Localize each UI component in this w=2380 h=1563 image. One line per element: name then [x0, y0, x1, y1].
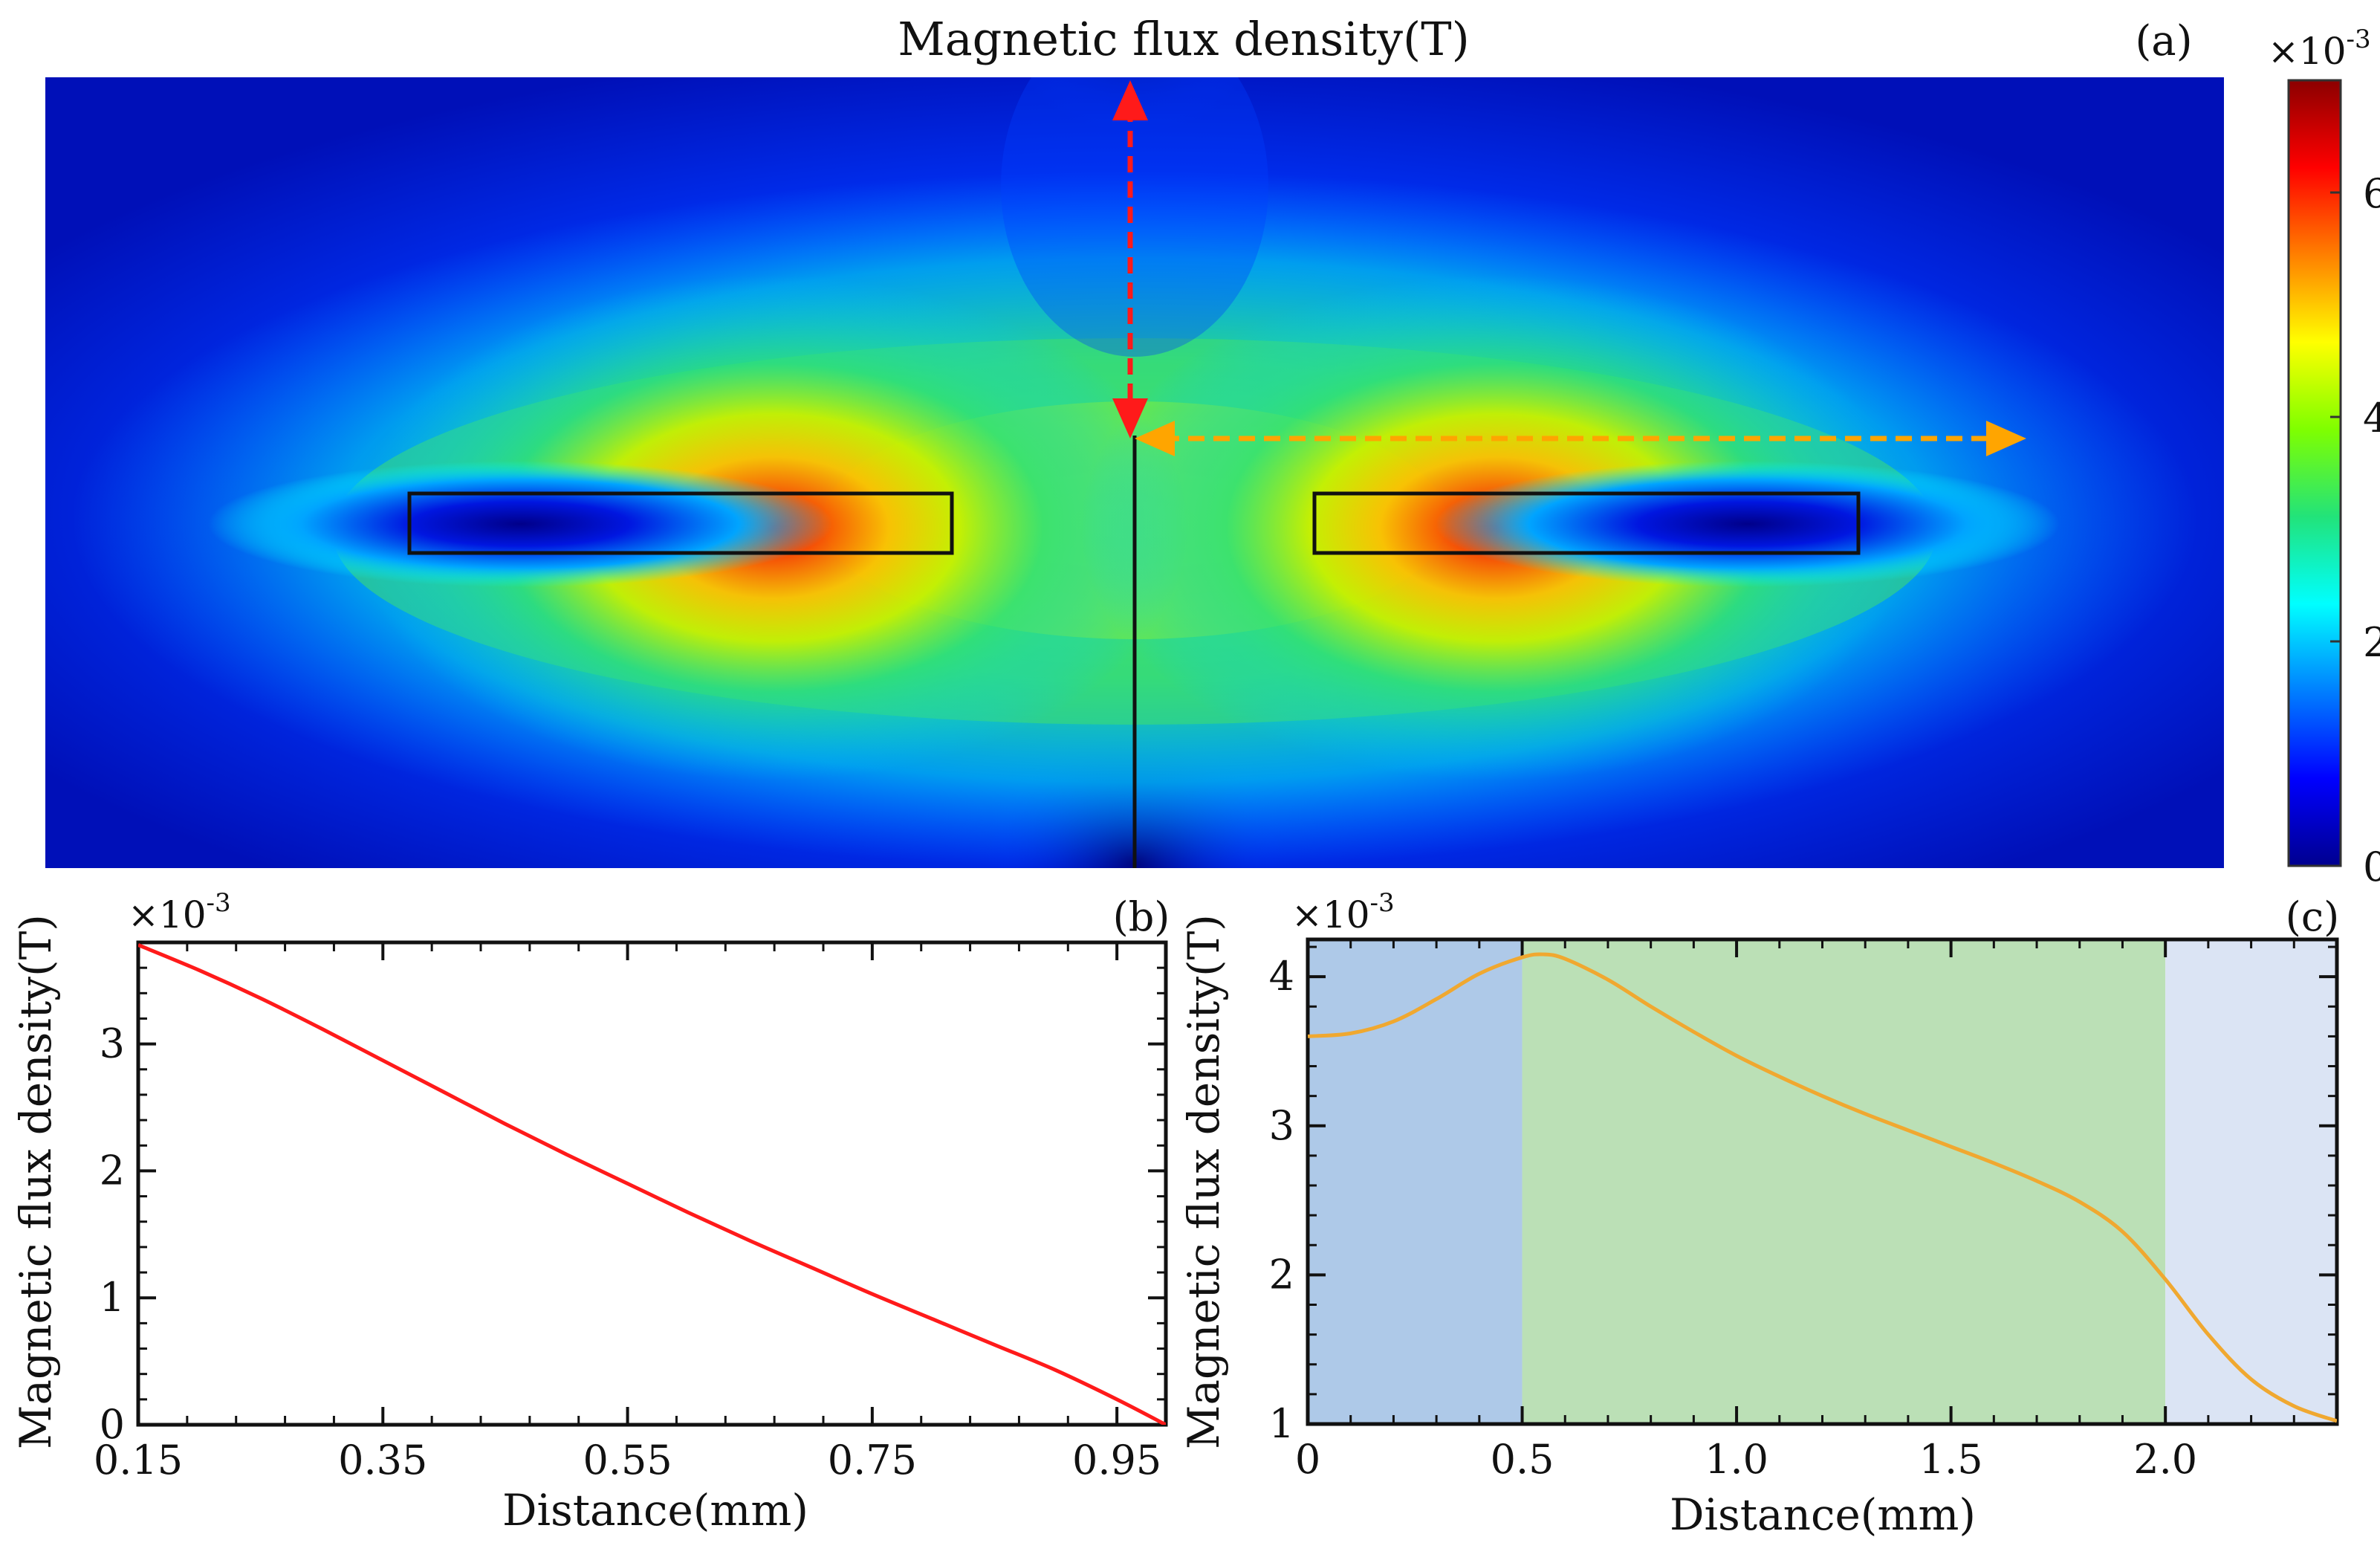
panel-b-multiplier-base: ×10: [128, 893, 207, 936]
panel-c-xtick-label: 0: [1295, 1436, 1320, 1483]
panel-c-multiplier-exp: -3: [1370, 888, 1395, 918]
panel-c-xtick-label: 1.0: [1705, 1436, 1768, 1483]
panel-c-multiplier-base: ×10: [1291, 893, 1370, 936]
panel-c-xtick-label: 0.5: [1491, 1436, 1554, 1483]
panel-b-multiplier: ×10-3: [128, 888, 231, 936]
panel-c-xlabel: Distance(mm): [1670, 1489, 1976, 1540]
colorbar-tick-label: 6: [2363, 170, 2380, 217]
panel-c-series-line: [1308, 952, 2337, 1423]
left-coil-outline: [407, 491, 954, 555]
panel-b-line-chart: 0.15 0.35 0.55 0.75 0.95 0 1 2 3 (b) ×10-3 Dista…: [10, 888, 1170, 1536]
panel-c-multiplier: ×10-3: [1291, 888, 1395, 936]
vertical-cut-arrow-top: [1112, 80, 1148, 120]
heatmap-title: Magnetic flux density(T): [898, 12, 1470, 66]
panel-b-ytick-label: 3: [100, 1020, 125, 1067]
panel-c-xtick-label: 2.0: [2133, 1436, 2197, 1483]
colorbar-multiplier: ×10-3: [2268, 25, 2371, 73]
panel-c-ytick-label: 3: [1269, 1102, 1294, 1149]
panel-b-xtick-label: 0.35: [338, 1437, 427, 1483]
panel-c-ytick-label: 1: [1269, 1400, 1294, 1447]
panel-b-series-line: [138, 943, 1166, 1425]
region-inner: [1308, 939, 1523, 1424]
horizontal-cut-arrow-left: [1135, 421, 1175, 456]
panel-a-label: (a): [2135, 17, 2192, 65]
panel-b-ylabel: Magnetic flux density(T): [10, 914, 61, 1449]
panel-c-regions: [1308, 939, 2337, 1424]
panel-c-label: (c): [2286, 893, 2339, 940]
panel-b-ytick-label: 2: [100, 1147, 125, 1194]
panel-c-ytick-label: 2: [1269, 1251, 1294, 1298]
panel-b-xtick-label: 0.15: [94, 1437, 183, 1483]
panel-c-ticks: 0 0.5 1.0 1.5 2.0 1 2 3 4: [1269, 939, 2338, 1483]
colorbar-ticks: 0 2 4 6: [2330, 170, 2380, 890]
vertical-cut-arrow-bottom: [1112, 398, 1148, 439]
colorbar-multiplier-exp: -3: [2347, 25, 2371, 54]
colorbar-multiplier-base: ×10: [2268, 30, 2347, 73]
panel-c-ytick-label: 4: [1269, 953, 1294, 1000]
panel-c-ylabel: Magnetic flux density(T): [1178, 914, 1229, 1449]
panel-b-ytick-label: 1: [100, 1274, 125, 1321]
region-outer: [2165, 939, 2337, 1424]
panel-b-multiplier-exp: -3: [207, 888, 231, 918]
panel-b-ytick-label: 0: [100, 1401, 125, 1448]
colorbar-tick-label: 4: [2363, 395, 2380, 441]
panel-b-xtick-label: 0.55: [583, 1437, 672, 1483]
colorbar-tick-label: 2: [2363, 619, 2380, 666]
panel-b-label: (b): [1113, 893, 1170, 940]
panel-b-xlabel: Distance(mm): [502, 1485, 808, 1536]
panel-b-ticks: 0.15 0.35 0.55 0.75 0.95 0 1 2 3: [94, 941, 1167, 1483]
panel-a-heatmap: Magnetic flux density(T) (a): [45, 12, 2380, 890]
panel-b-xtick-label: 0.95: [1072, 1437, 1161, 1483]
horizontal-cut-arrow-right: [1986, 421, 2026, 456]
region-middle: [1522, 939, 2166, 1424]
right-coil-outline: [1312, 491, 1861, 555]
panel-c-xtick-label: 1.5: [1919, 1436, 1983, 1483]
colorbar-tick-label: 0: [2363, 844, 2380, 890]
colorbar: [2287, 79, 2342, 867]
panel-b-xtick-label: 0.75: [828, 1437, 917, 1483]
panel-c-line-chart: 0 0.5 1.0 1.5 2.0 1 2 3 4 (c) ×10-3 Distance(mm)…: [1178, 888, 2339, 1540]
